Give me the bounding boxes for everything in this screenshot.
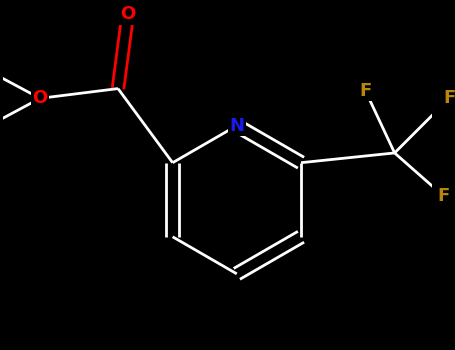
- Text: F: F: [443, 89, 455, 107]
- Text: O: O: [120, 6, 136, 23]
- Text: N: N: [229, 117, 244, 135]
- Text: F: F: [359, 82, 371, 99]
- Text: O: O: [32, 89, 48, 107]
- Text: F: F: [437, 187, 450, 205]
